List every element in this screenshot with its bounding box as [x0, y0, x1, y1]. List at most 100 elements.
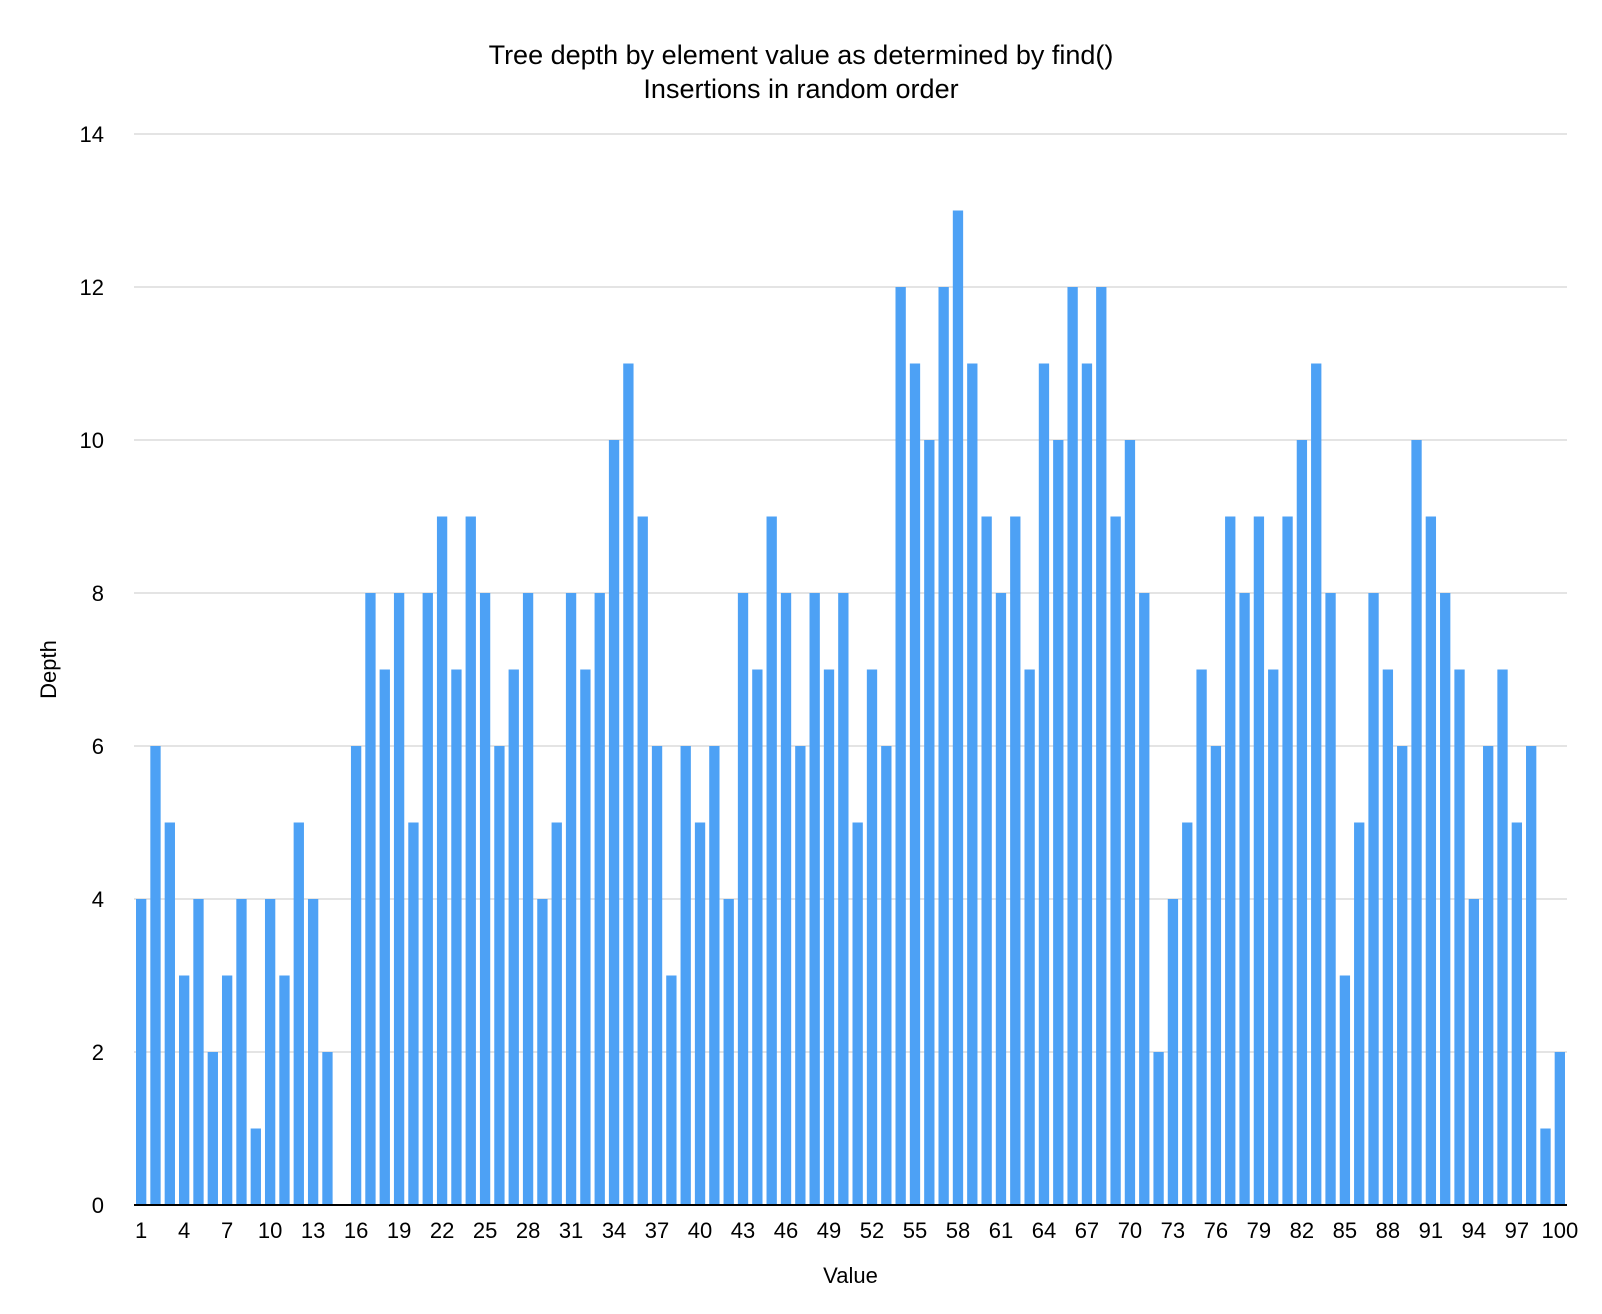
x-tick-label: 7 — [221, 1218, 233, 1243]
bar — [938, 287, 949, 1205]
bar — [1511, 822, 1523, 1205]
bar — [623, 363, 634, 1205]
bar — [909, 363, 921, 1205]
x-tick-label: 40 — [688, 1218, 712, 1243]
y-tick-labels: 0 2 4 6 8 10 12 14 — [80, 122, 104, 1218]
bar — [1325, 593, 1336, 1205]
bar — [680, 746, 691, 1205]
bar — [1497, 669, 1508, 1205]
bar — [551, 822, 562, 1205]
bar — [379, 669, 390, 1205]
x-tick-label: 91 — [1419, 1218, 1443, 1243]
bar — [1483, 746, 1494, 1205]
x-axis-label: Value — [823, 1263, 878, 1288]
y-tick-label: 0 — [92, 1193, 104, 1218]
x-tick-label: 94 — [1462, 1218, 1486, 1243]
y-tick-label: 2 — [92, 1040, 104, 1065]
bar — [608, 440, 620, 1205]
bar — [1167, 899, 1179, 1205]
bar — [1397, 746, 1408, 1205]
bar — [995, 593, 1007, 1205]
x-tick-label: 73 — [1161, 1218, 1185, 1243]
bar — [1311, 363, 1322, 1205]
bar — [1268, 669, 1279, 1205]
x-tick-label: 100 — [1541, 1218, 1578, 1243]
x-tick-label: 1 — [135, 1218, 147, 1243]
x-tick-label: 19 — [387, 1218, 411, 1243]
bar — [1010, 516, 1021, 1205]
bar — [1540, 1128, 1551, 1205]
bar — [1110, 516, 1121, 1205]
x-tick-label: 97 — [1505, 1218, 1529, 1243]
x-tick-label: 22 — [430, 1218, 454, 1243]
bar — [752, 669, 763, 1205]
bar — [1067, 287, 1078, 1205]
y-tick-label: 12 — [80, 275, 104, 300]
bar — [1454, 669, 1465, 1205]
bar — [1354, 822, 1365, 1205]
bar — [709, 746, 720, 1205]
bar — [1282, 516, 1293, 1205]
bar — [651, 746, 663, 1205]
bar — [1411, 440, 1422, 1205]
bar — [666, 975, 677, 1205]
x-tick-label: 13 — [301, 1218, 325, 1243]
y-tick-label: 6 — [92, 734, 104, 759]
bar — [1139, 593, 1150, 1205]
bar — [537, 899, 548, 1205]
bar — [766, 516, 777, 1205]
bar — [981, 516, 992, 1205]
bar — [580, 669, 591, 1205]
bar — [1024, 669, 1035, 1205]
bar — [322, 1052, 333, 1205]
bar — [723, 899, 734, 1205]
bar — [866, 669, 878, 1205]
bar — [1038, 363, 1050, 1205]
bar — [150, 746, 161, 1205]
bar — [1554, 1052, 1565, 1205]
chart-subtitle: Insertions in random order — [643, 74, 959, 104]
bar — [1440, 593, 1451, 1205]
bar — [264, 899, 276, 1205]
bar — [236, 899, 247, 1205]
bar — [293, 822, 304, 1205]
bar — [838, 593, 849, 1205]
x-tick-label: 46 — [774, 1218, 798, 1243]
bar — [1196, 669, 1207, 1205]
x-tick-label: 67 — [1075, 1218, 1099, 1243]
bar — [465, 516, 476, 1205]
bar — [508, 669, 519, 1205]
bar — [307, 899, 319, 1205]
bar — [279, 975, 290, 1205]
bar — [1124, 440, 1136, 1205]
x-tick-labels: 1 4 7 10 13 16 19 22 25 28 31 34 37 40 43 46 49 52 55 58 61 6… — [135, 1218, 1578, 1243]
x-tick-label: 28 — [516, 1218, 540, 1243]
x-tick-label: 34 — [602, 1218, 626, 1243]
bar — [221, 975, 233, 1205]
bar — [207, 1052, 218, 1205]
bar — [881, 746, 892, 1205]
chart-title: Tree depth by element value as determine… — [488, 40, 1114, 70]
bar — [952, 210, 964, 1205]
x-tick-label: 70 — [1118, 1218, 1142, 1243]
bar — [1468, 899, 1480, 1205]
x-tick-label: 64 — [1032, 1218, 1056, 1243]
bar — [809, 593, 820, 1205]
bar — [1096, 287, 1107, 1205]
y-tick-label: 4 — [92, 887, 104, 912]
gridlines — [134, 133, 1567, 1053]
bar — [1253, 516, 1265, 1205]
bar — [780, 593, 792, 1205]
bar — [436, 516, 448, 1205]
bar — [967, 363, 978, 1205]
bar — [565, 593, 577, 1205]
bar — [1296, 440, 1308, 1205]
bar — [408, 822, 419, 1205]
bar — [694, 822, 706, 1205]
x-tick-label: 58 — [946, 1218, 970, 1243]
bar — [737, 593, 749, 1205]
bar — [1368, 593, 1379, 1205]
x-tick-label: 61 — [989, 1218, 1013, 1243]
bar — [193, 899, 204, 1205]
bar — [178, 975, 190, 1205]
